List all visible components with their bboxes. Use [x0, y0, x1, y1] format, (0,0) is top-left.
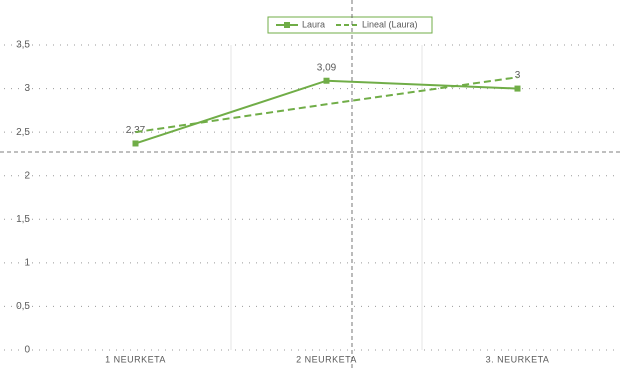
y-tick-label: 0 — [24, 345, 30, 356]
trend-line — [135, 76, 518, 134]
point-marker — [132, 140, 139, 147]
point-marker — [323, 77, 330, 84]
legend: Laura Lineal (Laura) — [267, 16, 433, 34]
point-marker — [514, 85, 521, 92]
data-label: 3,09 — [317, 62, 337, 73]
y-tick-label: 1 — [24, 257, 30, 268]
legend-marker — [284, 22, 290, 28]
y-tick-label: 0,5 — [16, 301, 30, 312]
x-tick-label: 3. NEURKETA — [486, 354, 550, 364]
y-tick-label: 3,5 — [16, 40, 30, 51]
data-label: 3 — [515, 70, 521, 81]
y-tick-label: 2,5 — [16, 127, 30, 138]
y-tick-label: 2 — [24, 170, 30, 181]
y-tick-label: 1,5 — [16, 214, 30, 225]
y-tick-label: 3 — [24, 83, 30, 94]
legend-label: Laura — [302, 19, 325, 29]
x-tick-label: 2 NEURKETA — [296, 354, 357, 364]
data-label: 2,37 — [126, 125, 146, 136]
x-tick-label: 1 NEURKETA — [105, 354, 166, 364]
legend-box — [267, 16, 433, 34]
legend-label: Lineal (Laura) — [362, 19, 418, 29]
